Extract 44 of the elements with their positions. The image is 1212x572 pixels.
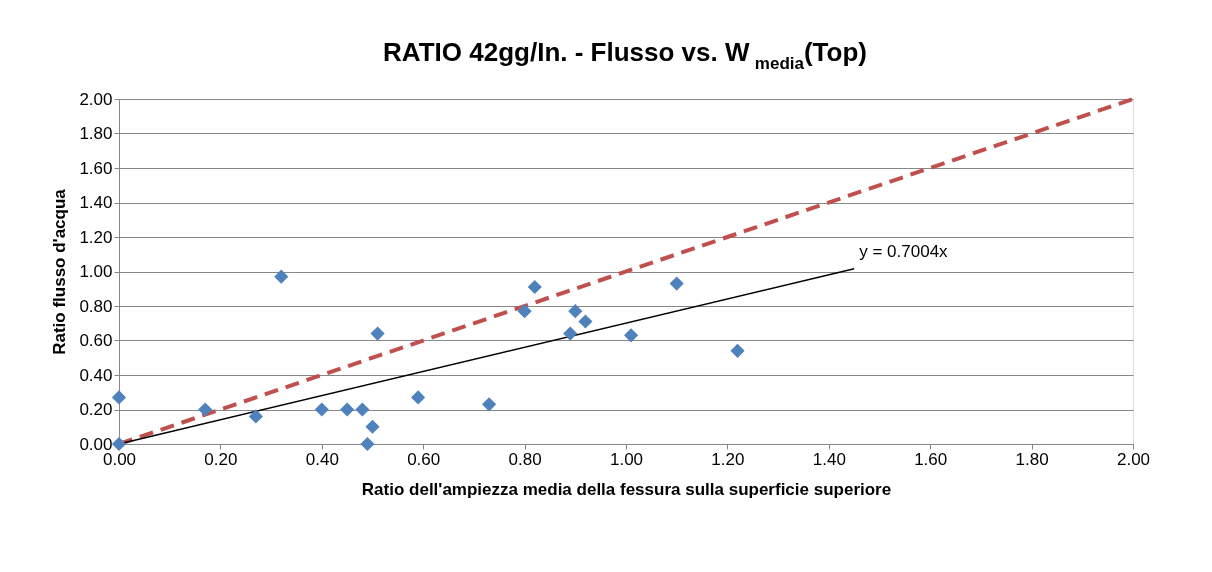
point: [517, 304, 532, 319]
point: [340, 402, 355, 417]
point: [482, 397, 497, 412]
y-tick-label: 0.80: [79, 296, 113, 316]
point: [370, 326, 385, 341]
point: [578, 314, 593, 329]
x-axis-title: Ratio dell'ampiezza media della fessura sulla superficie superiore: [361, 479, 892, 499]
point: [527, 279, 542, 295]
y-tick-label: 0.60: [79, 331, 113, 350]
y-tick-label: 1.20: [79, 227, 113, 247]
point: [669, 276, 684, 291]
point: [248, 409, 263, 424]
y-tick-label: 1.00: [79, 262, 113, 281]
y-tick-label: 1.60: [79, 158, 113, 178]
x-tick-label: 0.80: [508, 449, 542, 469]
point: [730, 343, 745, 358]
y-tick-label: 1.40: [79, 193, 113, 212]
point: [624, 328, 639, 343]
point: [411, 390, 426, 405]
x-tick-label: 0.20: [204, 449, 238, 469]
point: [274, 269, 289, 284]
x-tick-label: 2.00: [1116, 449, 1151, 469]
x-tick-label: 1.60: [914, 449, 948, 469]
point: [198, 402, 213, 417]
x-tick-label: 1.20: [711, 449, 745, 469]
point: [111, 436, 127, 452]
y-tick-label: 1.80: [79, 124, 113, 143]
x-tick-label: 1.80: [1015, 449, 1049, 469]
y-tick-label: 0.20: [79, 400, 113, 419]
x-tick-label: 0.40: [305, 449, 339, 469]
point: [314, 402, 329, 417]
x-tick-label: 1.40: [812, 449, 846, 469]
x-tick-label: 0.60: [407, 449, 441, 469]
y-tick-label: 2.00: [79, 89, 113, 109]
x-tick-label: 1.00: [609, 449, 644, 469]
y-tick-label: 0.40: [79, 365, 113, 385]
annotation: y = 0.7004x: [859, 242, 949, 262]
point: [355, 402, 370, 417]
point: [568, 304, 583, 319]
y-axis-title: Ratio flusso d'acqua: [50, 188, 70, 355]
point: [563, 326, 578, 341]
point: [365, 419, 380, 434]
point: [111, 390, 127, 405]
point: [360, 436, 375, 452]
